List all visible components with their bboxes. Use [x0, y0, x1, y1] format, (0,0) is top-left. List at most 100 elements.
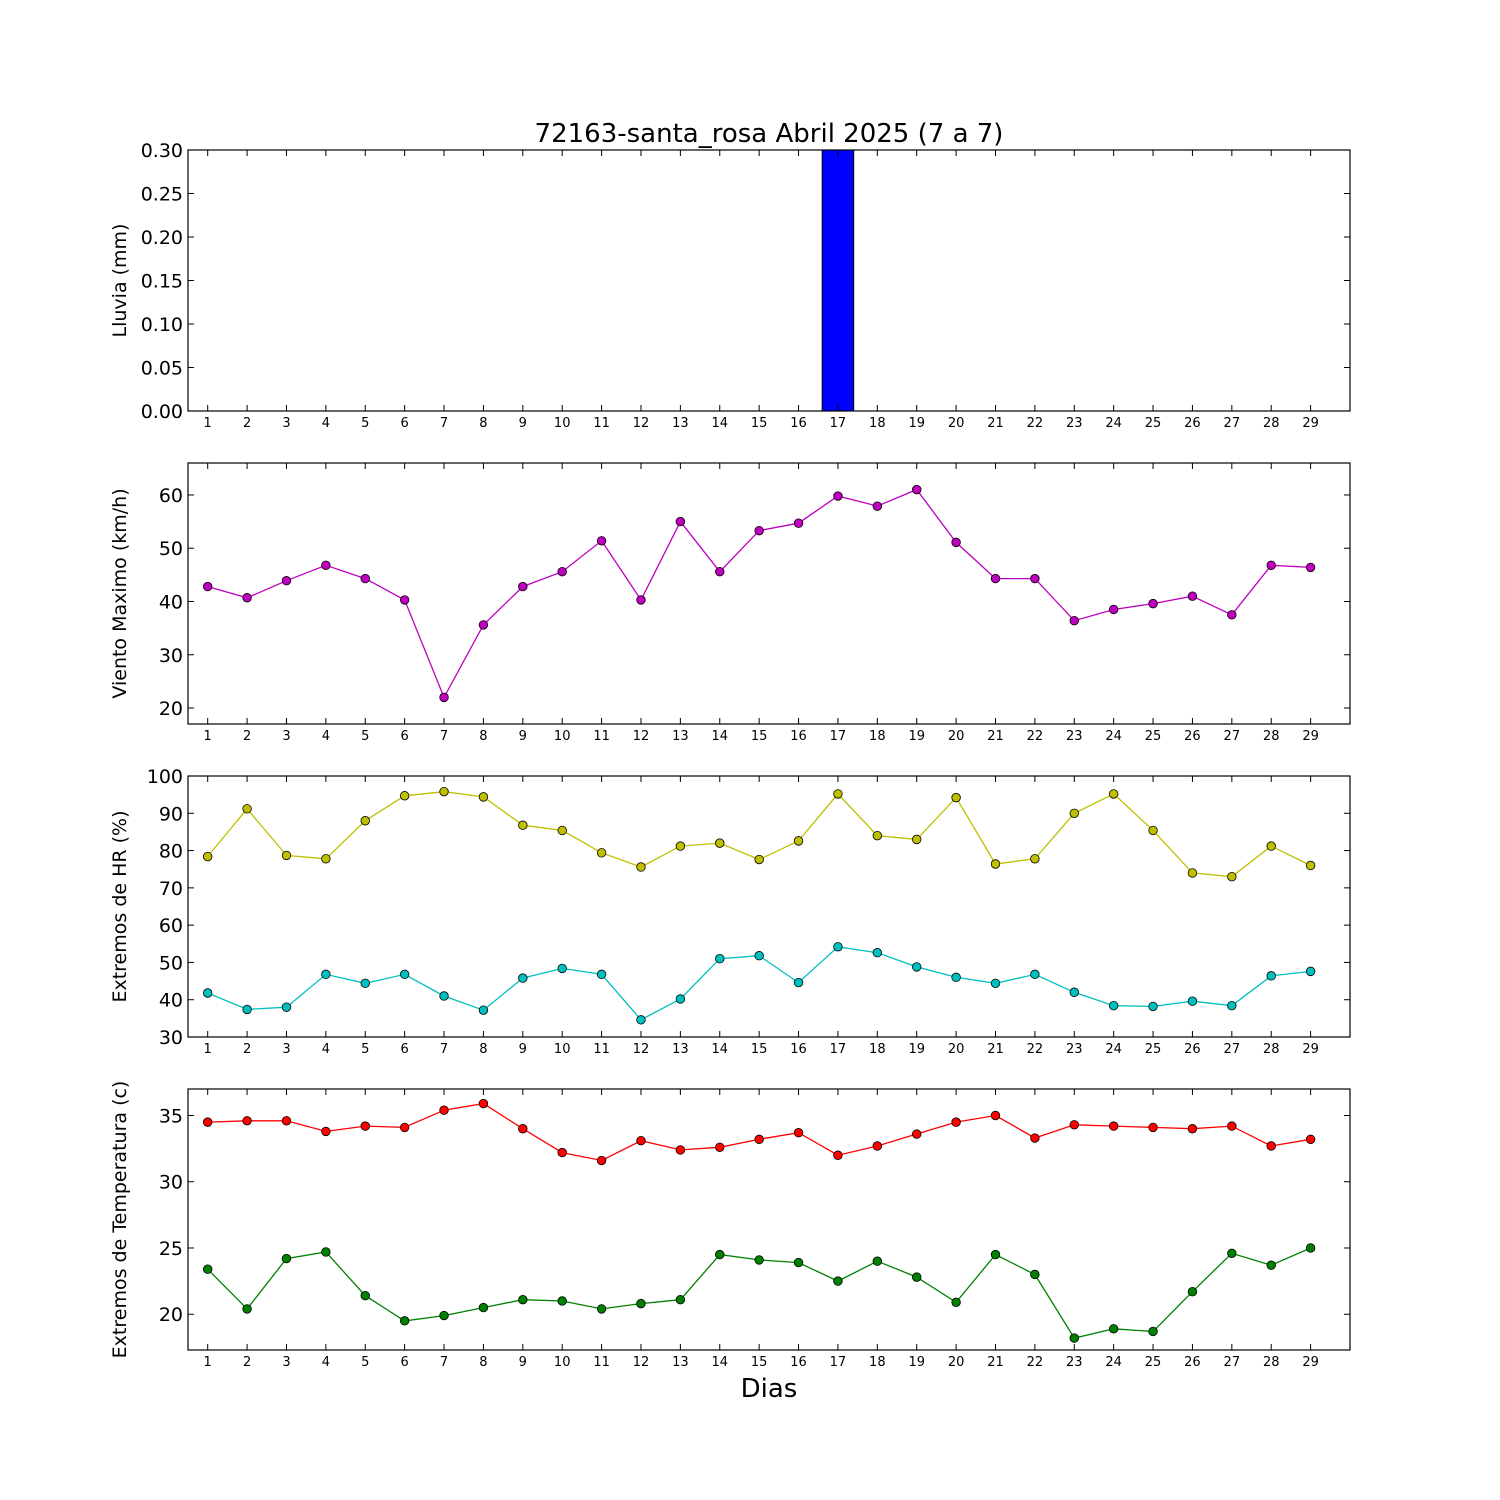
series-1-point-day-17: [833, 789, 843, 799]
series-2-point-day-11: [596, 1304, 607, 1314]
series-1-point-day-19: [912, 484, 922, 495]
series-1-point-day-5: [360, 816, 370, 826]
series-2-point-day-5: [360, 978, 370, 989]
series-1-point-day-4: [321, 1126, 331, 1137]
y-axis-label: Lluvia (mm): [109, 224, 131, 338]
y-tick-label: 0.30: [141, 140, 183, 162]
x-tick-label: 10: [554, 729, 571, 744]
series-1-point-day-11: [596, 536, 607, 546]
series-1-point-day-4: [321, 560, 331, 570]
y-tick-label: 50: [159, 952, 183, 974]
series-1-point-day-14: [715, 838, 725, 848]
y-tick-label: 0.05: [141, 358, 183, 380]
series-2-point-day-3: [281, 1002, 292, 1012]
x-tick-label: 28: [1263, 1355, 1280, 1370]
series-2-point-day-6: [399, 1316, 410, 1326]
series-1-point-day-29: [1305, 860, 1316, 871]
x-tick-label: 22: [1027, 416, 1044, 431]
series-1-point-day-21: [990, 859, 1001, 869]
x-tick-label: 20: [948, 1355, 965, 1370]
x-tick-label: 29: [1302, 416, 1319, 431]
y-tick-label: 60: [159, 485, 183, 507]
series-2-point-day-15: [754, 951, 764, 961]
series-1-point-day-22: [1030, 1133, 1040, 1143]
series-1-point-day-14: [715, 1142, 725, 1152]
y-tick-label: 0.10: [141, 314, 183, 336]
series-1-point-day-26: [1187, 1124, 1198, 1134]
series-1-point-day-4: [321, 854, 331, 864]
x-tick-label: 13: [672, 729, 689, 744]
series-2-point-day-11: [596, 969, 607, 980]
series-2-point-day-1: [202, 988, 213, 998]
series-1-point-day-28: [1266, 1141, 1276, 1151]
x-tick-label: 23: [1066, 416, 1083, 431]
series-1-point-day-16: [793, 836, 804, 846]
y-tick-label: 30: [159, 1027, 183, 1049]
x-tick-label: 27: [1224, 729, 1241, 744]
series-2-point-day-15: [754, 1255, 764, 1265]
x-tick-label: 13: [672, 416, 689, 431]
series-1-point-day-19: [912, 834, 922, 845]
series-1-point-day-9: [518, 1124, 528, 1134]
series-1-point-day-22: [1030, 573, 1040, 584]
series-1-point-day-15: [754, 854, 764, 865]
series-2-point-day-8: [478, 1302, 489, 1313]
series-1-point-day-16: [793, 518, 804, 528]
series-1-point-day-13: [675, 516, 686, 527]
series-1-point-day-3: [281, 1116, 292, 1126]
x-tick-label: 7: [440, 416, 448, 431]
series-2-point-day-6: [399, 969, 410, 980]
x-tick-label: 6: [401, 1042, 409, 1057]
series-1-point-day-28: [1266, 841, 1276, 851]
series-1-point-day-6: [399, 1122, 410, 1133]
x-tick-label: 13: [672, 1355, 689, 1370]
y-tick-label: 60: [159, 915, 183, 937]
series-2-point-day-29: [1305, 966, 1316, 977]
series-2-point-day-19: [912, 962, 922, 972]
series-1-point-day-2: [242, 593, 252, 603]
x-tick-label: 6: [401, 729, 409, 744]
x-tick-label: 14: [711, 1355, 728, 1370]
x-tick-label: 2: [243, 1355, 251, 1370]
x-tick-label: 22: [1027, 729, 1044, 744]
series-2-point-day-7: [439, 991, 449, 1001]
plot-frame: [187, 1088, 1351, 1351]
series-1-point-day-7: [439, 1105, 449, 1115]
x-tick-label: 23: [1066, 1355, 1083, 1370]
series-1-point-day-18: [872, 1141, 883, 1151]
x-tick-label: 27: [1224, 1355, 1241, 1370]
series-2-point-day-10: [557, 963, 567, 974]
series-1-point-day-5: [360, 1121, 370, 1131]
chart-panels: 0.000.050.100.150.200.250.301 2 3 4 5 6 7 8 9 10 1…: [109, 140, 1351, 1370]
x-tick-label: 24: [1105, 1355, 1122, 1370]
x-tick-label: 11: [593, 1042, 610, 1057]
x-tick-label: 4: [322, 1042, 330, 1057]
series-1-point-day-12: [636, 1135, 646, 1146]
x-tick-label: 19: [908, 416, 925, 431]
x-tick-label: 19: [908, 1042, 925, 1057]
x-tick-label: 25: [1145, 729, 1162, 744]
x-tick-label: 19: [908, 1355, 925, 1370]
series-2-point-day-9: [518, 1294, 528, 1305]
x-tick-label: 4: [322, 1355, 330, 1370]
series-2-point-day-12: [636, 1015, 646, 1025]
x-tick-label: 20: [948, 729, 965, 744]
series-2-point-day-21: [990, 1249, 1001, 1260]
x-tick-label: 3: [282, 416, 290, 431]
series-1-point-day-10: [557, 1147, 567, 1158]
series-1-point-day-5: [360, 573, 370, 584]
plot-frame: [187, 149, 1351, 412]
x-tick-label: 11: [593, 416, 610, 431]
x-tick-label: 5: [361, 729, 369, 744]
x-tick-label: 21: [987, 1355, 1004, 1370]
x-tick-label: 23: [1066, 1042, 1083, 1057]
y-tick-label: 20: [159, 698, 183, 720]
x-tick-label: 1: [204, 1355, 212, 1370]
series-2-point-day-28: [1266, 1260, 1276, 1270]
x-tick-label: 9: [519, 416, 527, 431]
x-tick-label: 8: [479, 1042, 487, 1057]
series-2-point-day-25: [1148, 1326, 1158, 1337]
x-tick-label: 14: [711, 1042, 728, 1057]
x-tick-label: 25: [1145, 416, 1162, 431]
x-tick-label: 12: [633, 729, 650, 744]
